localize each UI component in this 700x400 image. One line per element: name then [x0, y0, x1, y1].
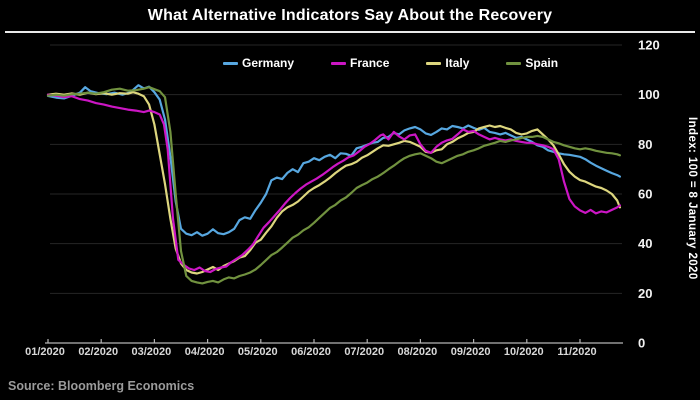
- legend-item-spain: Spain: [506, 56, 558, 70]
- series-line-france: [46, 93, 622, 274]
- y-tick-label-20: 20: [638, 286, 652, 301]
- legend-label-italy: Italy: [445, 56, 470, 70]
- x-tick-label-06/2020: 06/2020: [291, 346, 331, 358]
- legend-item-france: France: [331, 56, 389, 70]
- legend-item-italy: Italy: [426, 56, 469, 70]
- x-tick-label-07/2020: 07/2020: [344, 346, 384, 358]
- legend-label-spain: Spain: [525, 56, 559, 70]
- x-tick-label-10/2020: 10/2020: [504, 346, 544, 358]
- spain-line-marker-icon: [506, 61, 522, 65]
- x-tick-label-02/2020: 02/2020: [78, 346, 118, 358]
- italy-line-marker-icon: [426, 61, 442, 65]
- y-tick-label-120: 120: [638, 38, 660, 53]
- title-underline: [5, 31, 695, 33]
- y-axis-title: Index: 100 = 8 January 2020: [686, 116, 698, 280]
- series-line-spain: [46, 86, 622, 285]
- y-tick-label-60: 60: [638, 187, 652, 202]
- legend-label-germany: Germany: [242, 56, 295, 70]
- x-tick-label-01/2020: 01/2020: [25, 346, 65, 358]
- x-tick-label-09/2020: 09/2020: [451, 346, 491, 358]
- x-tick-label-08/2020: 08/2020: [398, 346, 438, 358]
- legend: Germany France Italy Spain: [223, 56, 558, 70]
- y-tick-label-100: 100: [638, 87, 660, 102]
- x-tick-label-11/2020: 11/2020: [557, 346, 596, 358]
- x-tick-label-04/2020: 04/2020: [185, 346, 225, 358]
- legend-item-germany: Germany: [223, 56, 294, 70]
- y-tick-label-0: 0: [638, 336, 645, 351]
- x-tick-label-05/2020: 05/2020: [238, 346, 278, 358]
- legend-label-france: France: [350, 56, 390, 70]
- y-tick-label-80: 80: [638, 137, 652, 152]
- chart-title: What Alternative Indicators Say About th…: [147, 7, 553, 24]
- y-tick-label-40: 40: [638, 236, 652, 251]
- x-tick-label-03/2020: 03/2020: [132, 346, 172, 358]
- series-line-italy: [46, 91, 622, 275]
- source-text: Source: Bloomberg Economics: [8, 379, 195, 393]
- series-line-germany: [46, 84, 622, 237]
- germany-line-marker-icon: [223, 61, 238, 65]
- france-line-marker-icon: [331, 61, 347, 65]
